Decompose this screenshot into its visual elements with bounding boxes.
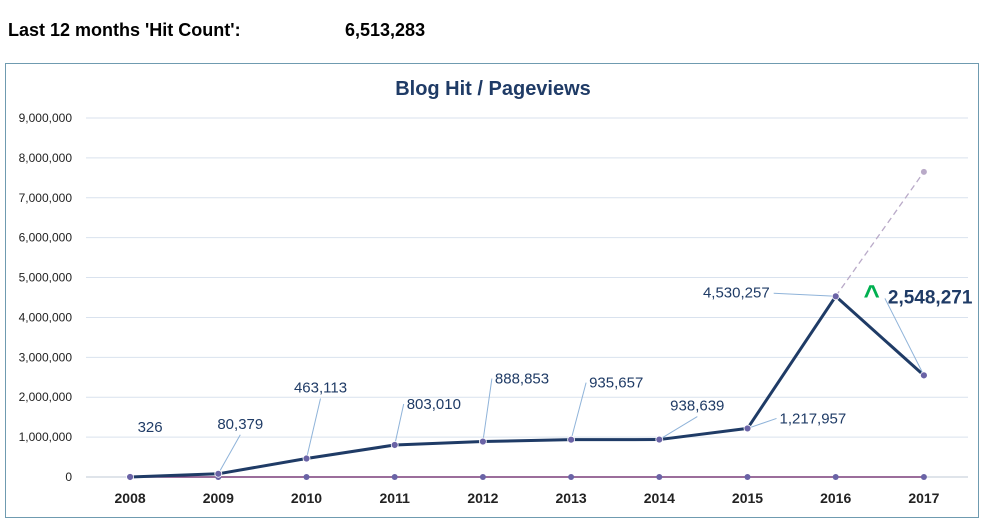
data-label-leader [217, 434, 241, 475]
baseline-point [744, 474, 751, 480]
x-tick-label: 2008 [115, 490, 146, 506]
data-label: 1,217,957 [780, 410, 847, 427]
data-label-leader [570, 382, 587, 440]
x-tick-label: 2017 [908, 490, 939, 506]
baseline-point [832, 474, 839, 480]
data-point [390, 441, 399, 449]
y-tick-label: 7,000,000 [19, 191, 73, 205]
x-tick-label: 2015 [732, 490, 763, 506]
y-tick-label: 3,000,000 [19, 350, 73, 364]
chart-svg: Blog Hit / Pageviews 0 1,000,000 2,000,000… [19, 78, 973, 506]
data-label-leader [482, 378, 493, 442]
data-label-leader [394, 403, 405, 446]
x-tick-label: 2011 [380, 490, 411, 506]
data-label: 803,010 [407, 396, 461, 413]
last-12-months-label: Last 12 months 'Hit Count': [8, 20, 241, 40]
data-label: 4,530,257 [703, 284, 770, 301]
data-label: 326 [138, 419, 163, 436]
hits-series-line [130, 294, 925, 479]
data-point [302, 454, 311, 463]
y-tick-label: 1,000,000 [19, 430, 73, 444]
chart-title: Blog Hit / Pageviews [395, 78, 591, 100]
y-tick-label: 2,000,000 [19, 390, 73, 404]
data-label-leaders [217, 292, 925, 475]
data-label: 463,113 [294, 380, 347, 397]
x-axis-ticks: 2008 2009 2010 2011 2012 2013 2014 2015 2016 2017 [115, 490, 940, 506]
baseline-point [391, 474, 398, 480]
projection-marker [920, 168, 927, 175]
data-point [920, 371, 928, 380]
x-tick-label: 2012 [467, 490, 498, 506]
projection-line [835, 171, 925, 297]
baseline-point [303, 474, 310, 480]
data-label: 80,379 [217, 416, 263, 433]
y-tick-label: 8,000,000 [19, 151, 73, 165]
y-tick-label: 6,000,000 [19, 231, 73, 245]
y-tick-label: 0 [65, 470, 72, 484]
data-label: 2,548,271 [888, 287, 973, 308]
data-label-leader [306, 398, 321, 459]
x-tick-label: 2013 [556, 490, 587, 506]
x-tick-label: 2009 [203, 490, 234, 506]
baseline-point [920, 474, 927, 480]
data-label: 888,853 [495, 371, 549, 388]
data-label-leader [747, 417, 777, 429]
projection-layer [835, 168, 927, 297]
baseline-point [479, 474, 486, 480]
chart-frame: Blog Hit / Pageviews 0 1,000,000 2,000,000… [5, 63, 979, 518]
up-arrow-icon: ^ [864, 279, 880, 310]
x-tick-label: 2010 [291, 490, 322, 506]
data-point [126, 473, 134, 481]
y-tick-label: 4,000,000 [19, 310, 73, 324]
data-label: 935,657 [589, 375, 643, 392]
data-label-leader [884, 298, 925, 376]
data-point [478, 437, 487, 446]
y-tick-label: 5,000,000 [19, 271, 73, 285]
data-point [831, 292, 840, 301]
data-label: 938,639 [670, 398, 724, 415]
x-tick-label: 2016 [820, 490, 851, 506]
baseline-point [568, 474, 575, 480]
x-tick-label: 2014 [644, 490, 675, 506]
data-point [655, 435, 664, 444]
y-tick-label: 9,000,000 [19, 111, 73, 125]
series-layer [130, 294, 925, 479]
data-labels: 326 80,379 463,113 803,010 888,853 935,657 938… [138, 279, 973, 436]
baseline-point [656, 474, 663, 480]
data-label-leader [659, 416, 698, 440]
data-point [214, 469, 223, 478]
data-label-leader [773, 292, 836, 297]
data-point [743, 424, 752, 433]
marker-layer [126, 292, 928, 481]
data-point [567, 435, 575, 444]
y-axis-ticks: 0 1,000,000 2,000,000 3,000,000 4,000,000 5,0… [19, 111, 73, 484]
grid-lines [86, 117, 968, 478]
last-12-months-value: 6,513,283 [345, 20, 426, 40]
